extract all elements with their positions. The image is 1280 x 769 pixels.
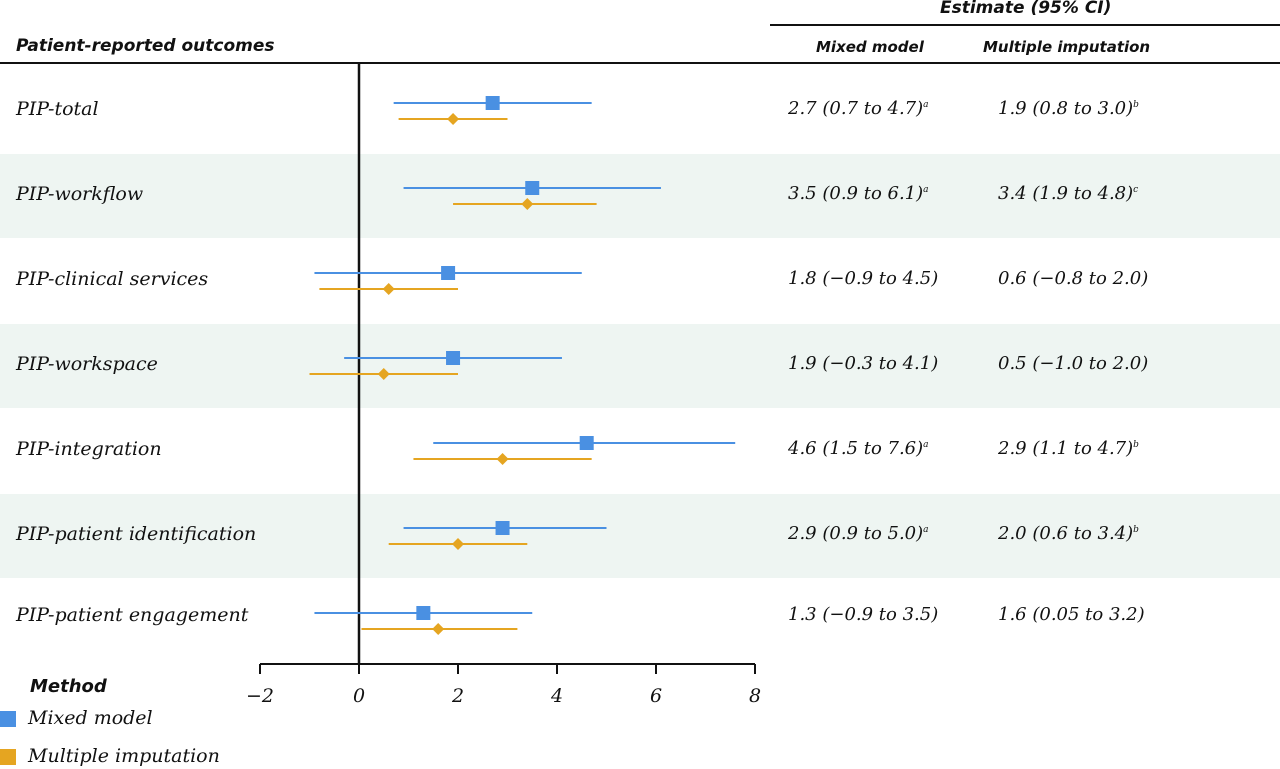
mixed-estimate: 1.3 (−0.9 to 3.5) bbox=[788, 604, 939, 625]
row-label: PIP-integration bbox=[16, 438, 162, 460]
row-band bbox=[0, 324, 1280, 408]
point-marker-square bbox=[416, 606, 431, 620]
mixed-estimate: 4.6 (1.5 to 7.6)a bbox=[788, 438, 929, 459]
row-label: PIP-clinical services bbox=[16, 268, 209, 290]
point-marker-square bbox=[579, 436, 594, 450]
legend-label: Mixed model bbox=[28, 707, 153, 729]
mi-estimate: 3.4 (1.9 to 4.8)c bbox=[998, 183, 1139, 204]
point-marker-diamond bbox=[447, 113, 460, 125]
row-label: PIP-patient engagement bbox=[16, 604, 249, 626]
point-marker-diamond bbox=[377, 368, 390, 380]
legend-label: Multiple imputation bbox=[28, 745, 220, 767]
mi-estimate: 0.5 (−1.0 to 2.0) bbox=[998, 353, 1149, 374]
mixed-estimate: 2.9 (0.9 to 5.0)a bbox=[788, 523, 929, 544]
row-label: PIP-total bbox=[16, 98, 99, 120]
point-marker-diamond bbox=[432, 623, 445, 635]
legend-swatch-mi bbox=[0, 749, 16, 765]
row-label: PIP-workflow bbox=[16, 183, 144, 205]
mi-estimate: 0.6 (−0.8 to 2.0) bbox=[998, 268, 1149, 289]
mi-estimate: 1.9 (0.8 to 3.0)b bbox=[998, 98, 1139, 119]
x-tick-label: 4 bbox=[550, 685, 563, 707]
point-marker-diamond bbox=[521, 198, 534, 210]
mixed-estimate: 2.7 (0.7 to 4.7)a bbox=[788, 98, 929, 119]
mi-estimate: 2.9 (1.1 to 4.7)b bbox=[998, 438, 1139, 459]
legend-swatch-mixed bbox=[0, 711, 16, 727]
point-marker-square bbox=[485, 96, 500, 110]
table-rule bbox=[0, 62, 1280, 64]
point-marker-square bbox=[441, 266, 456, 280]
point-marker-square bbox=[495, 521, 510, 535]
header-rule bbox=[770, 24, 1280, 26]
multiple-imputation-column-header: Multiple imputation bbox=[983, 38, 1151, 56]
estimate-header: Estimate (95% CI) bbox=[940, 0, 1112, 18]
point-marker-square bbox=[525, 181, 540, 195]
x-tick-label: 0 bbox=[353, 685, 365, 707]
outcomes-header: Patient-reported outcomes bbox=[16, 36, 275, 56]
row-band bbox=[0, 494, 1280, 578]
x-tick-label: −2 bbox=[246, 685, 274, 707]
point-marker-square bbox=[446, 351, 461, 365]
mi-estimate: 2.0 (0.6 to 3.4)b bbox=[998, 523, 1139, 544]
legend-title: Method bbox=[30, 676, 107, 697]
row-label: PIP-patient identification bbox=[16, 523, 257, 545]
point-marker-diamond bbox=[496, 453, 509, 465]
mi-estimate: 1.6 (0.05 to 3.2) bbox=[998, 604, 1145, 625]
mixed-estimate: 3.5 (0.9 to 6.1)a bbox=[788, 183, 929, 204]
x-tick-label: 6 bbox=[650, 685, 662, 707]
x-tick-label: 2 bbox=[451, 685, 464, 707]
point-marker-diamond bbox=[382, 283, 395, 295]
mixed-model-column-header: Mixed model bbox=[816, 38, 924, 56]
point-marker-diamond bbox=[452, 538, 464, 550]
row-band bbox=[0, 154, 1280, 238]
mixed-estimate: 1.8 (−0.9 to 4.5) bbox=[788, 268, 939, 289]
row-label: PIP-workspace bbox=[16, 353, 158, 375]
x-tick-label: 8 bbox=[749, 685, 761, 707]
mixed-estimate: 1.9 (−0.3 to 4.1) bbox=[788, 353, 939, 374]
